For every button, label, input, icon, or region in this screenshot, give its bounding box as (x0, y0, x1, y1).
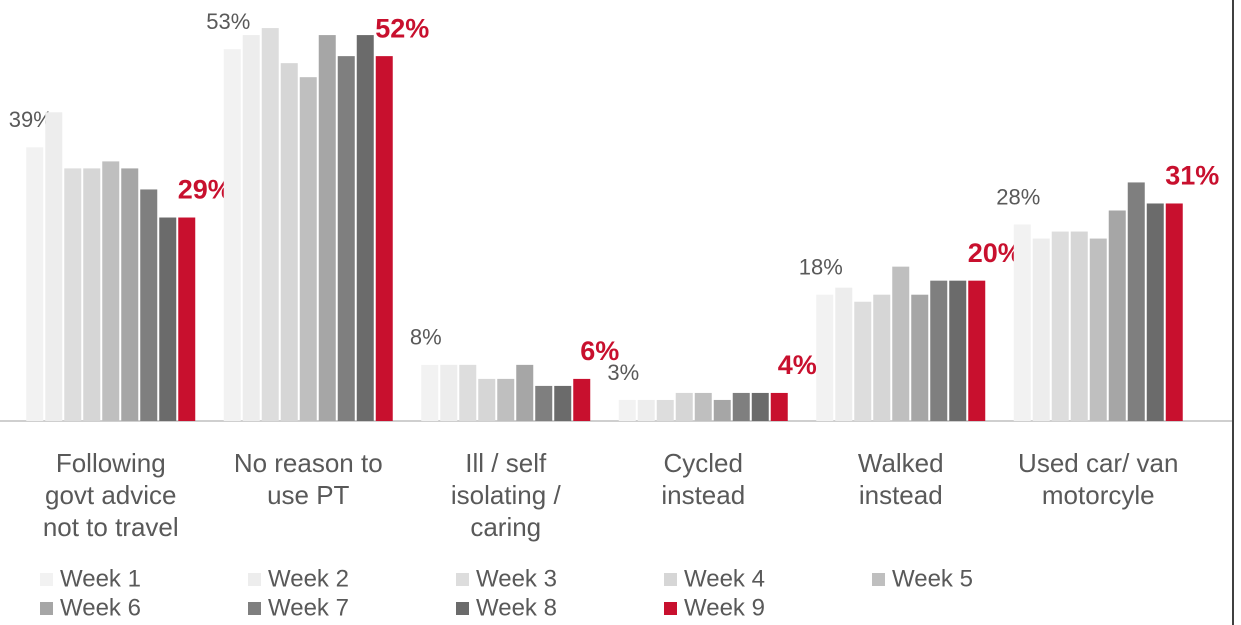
legend-swatch (664, 573, 677, 586)
bar (656, 399, 674, 421)
bar (675, 392, 693, 421)
bar (299, 77, 317, 421)
bar (949, 280, 967, 421)
legend-swatch (456, 602, 469, 615)
value-label: 29% (178, 175, 232, 205)
x-tick-label: govt advice (45, 480, 177, 510)
bar (318, 35, 336, 421)
value-label: 3% (607, 360, 639, 385)
x-tick-label: use PT (267, 480, 349, 510)
bar (892, 266, 910, 421)
x-tick-label: Walked (858, 448, 944, 478)
bar (45, 112, 63, 422)
bar (178, 217, 196, 421)
bar (1108, 210, 1126, 421)
value-label: 52% (375, 13, 429, 43)
bar (242, 35, 260, 421)
legend-label: Week 2 (268, 565, 349, 592)
legend-label: Week 3 (476, 565, 557, 592)
bar (732, 392, 750, 421)
bar (968, 280, 986, 421)
x-tick-label: Used car/ van (1018, 448, 1178, 478)
bar (618, 399, 636, 421)
bar (375, 56, 393, 422)
legend-swatch (248, 602, 261, 615)
value-label: 18% (799, 255, 843, 280)
value-label: 6% (580, 336, 619, 366)
bar (356, 35, 374, 421)
legend-label: Week 4 (684, 565, 765, 592)
bar (497, 378, 515, 421)
bar (83, 168, 101, 421)
bar (713, 399, 731, 421)
bar (459, 364, 477, 421)
legend-label: Week 6 (60, 594, 141, 621)
value-label: 28% (996, 184, 1040, 209)
bar (337, 56, 355, 422)
bar (816, 294, 834, 421)
legend-label: Week 7 (268, 594, 349, 621)
bar (1127, 182, 1145, 421)
x-tick-label: Following (56, 448, 166, 478)
legend-label: Week 9 (684, 594, 765, 621)
value-label: 31% (1165, 161, 1219, 191)
bar (751, 392, 769, 421)
bar (26, 147, 44, 421)
bar (478, 378, 496, 421)
x-tick-label: instead (859, 480, 943, 510)
bar (1051, 231, 1069, 421)
legend-label: Week 1 (60, 565, 141, 592)
value-label: 4% (778, 350, 817, 380)
bar (930, 280, 948, 421)
x-tick-label: motorcyle (1042, 480, 1155, 510)
bar (421, 364, 439, 421)
bar (1013, 224, 1031, 421)
legend-swatch (40, 602, 53, 615)
value-label: 20% (968, 238, 1022, 268)
bar (280, 63, 298, 422)
x-tick-label: caring (470, 512, 541, 542)
bar (873, 294, 891, 421)
bar (159, 217, 177, 421)
x-tick-label: No reason to (234, 448, 383, 478)
bar (770, 392, 788, 421)
legend-label: Week 5 (892, 565, 973, 592)
legend-swatch (872, 573, 885, 586)
bar (854, 301, 872, 421)
bar (261, 28, 279, 422)
bar (637, 399, 655, 421)
legend-swatch (248, 573, 261, 586)
bar (102, 161, 120, 421)
legend-swatch (456, 573, 469, 586)
bar (694, 392, 712, 421)
bar (573, 378, 591, 421)
bar (535, 385, 553, 421)
x-tick-label: not to travel (43, 512, 179, 542)
legend-label: Week 8 (476, 594, 557, 621)
bar (1146, 203, 1164, 421)
x-tick-label: Cycled (664, 448, 743, 478)
x-tick-label: instead (661, 480, 745, 510)
bar (121, 168, 139, 421)
bar (835, 287, 853, 421)
bar (516, 364, 534, 421)
value-label: 8% (410, 325, 442, 350)
bar (911, 294, 929, 421)
bar (440, 364, 458, 421)
legend-swatch (664, 602, 677, 615)
x-tick-label: Ill / self (465, 448, 547, 478)
bar (140, 189, 158, 421)
legend-swatch (40, 573, 53, 586)
x-tick-label: isolating / (451, 480, 562, 510)
bar (1089, 238, 1107, 421)
bar (64, 168, 82, 421)
value-label: 53% (206, 9, 250, 34)
bar (1032, 238, 1050, 421)
bar (1070, 231, 1088, 421)
bar (554, 385, 572, 421)
bar (1165, 203, 1183, 421)
bar (223, 49, 241, 421)
